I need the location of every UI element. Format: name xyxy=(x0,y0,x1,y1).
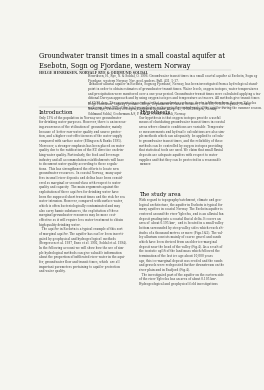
Text: Only 13% of the population in Norway use groundwater
for drinking water purposes: Only 13% of the population in Norway use… xyxy=(39,115,127,273)
Text: Our hypothesis is that oxygen isotopes provide a useful
means of elucidating gro: Our hypothesis is that oxygen isotopes p… xyxy=(139,115,225,166)
Text: HELGE HENRIKSEN, NORVALF RYE & ODDMUND SOLDAL: HELGE HENRIKSEN, NORVALF RYE & ODDMUND S… xyxy=(39,71,148,75)
Text: A shallow alluvial aquifer in Esebotn, Sogn og Fjordane, Norway, has been invest: A shallow alluvial aquifer in Esebotn, S… xyxy=(88,82,262,110)
Text: Henriksen, H., Rye, N. & Soldal, O. 1996: Groundwater transit times in a small c: Henriksen, H., Rye, N. & Soldal, O. 1996… xyxy=(88,74,258,83)
Text: The study area: The study area xyxy=(139,192,181,197)
Text: With regard to topography/catchment, climate and geo-
logical architecture, the : With regard to topography/catchment, cli… xyxy=(139,198,225,286)
Text: Introduction: Introduction xyxy=(39,110,74,115)
Text: Groundwater transit times in a small coastal aquifer at
Esebotn, Sogn og Fjordan: Groundwater transit times in a small coa… xyxy=(39,52,225,70)
Text: Helge Henriksen, Sogn og Fjordane College, Department of Natural Sciences, P. Bo: Helge Henriksen, Sogn og Fjordane Colleg… xyxy=(88,102,251,116)
Text: Hypothesis: Hypothesis xyxy=(139,110,171,115)
